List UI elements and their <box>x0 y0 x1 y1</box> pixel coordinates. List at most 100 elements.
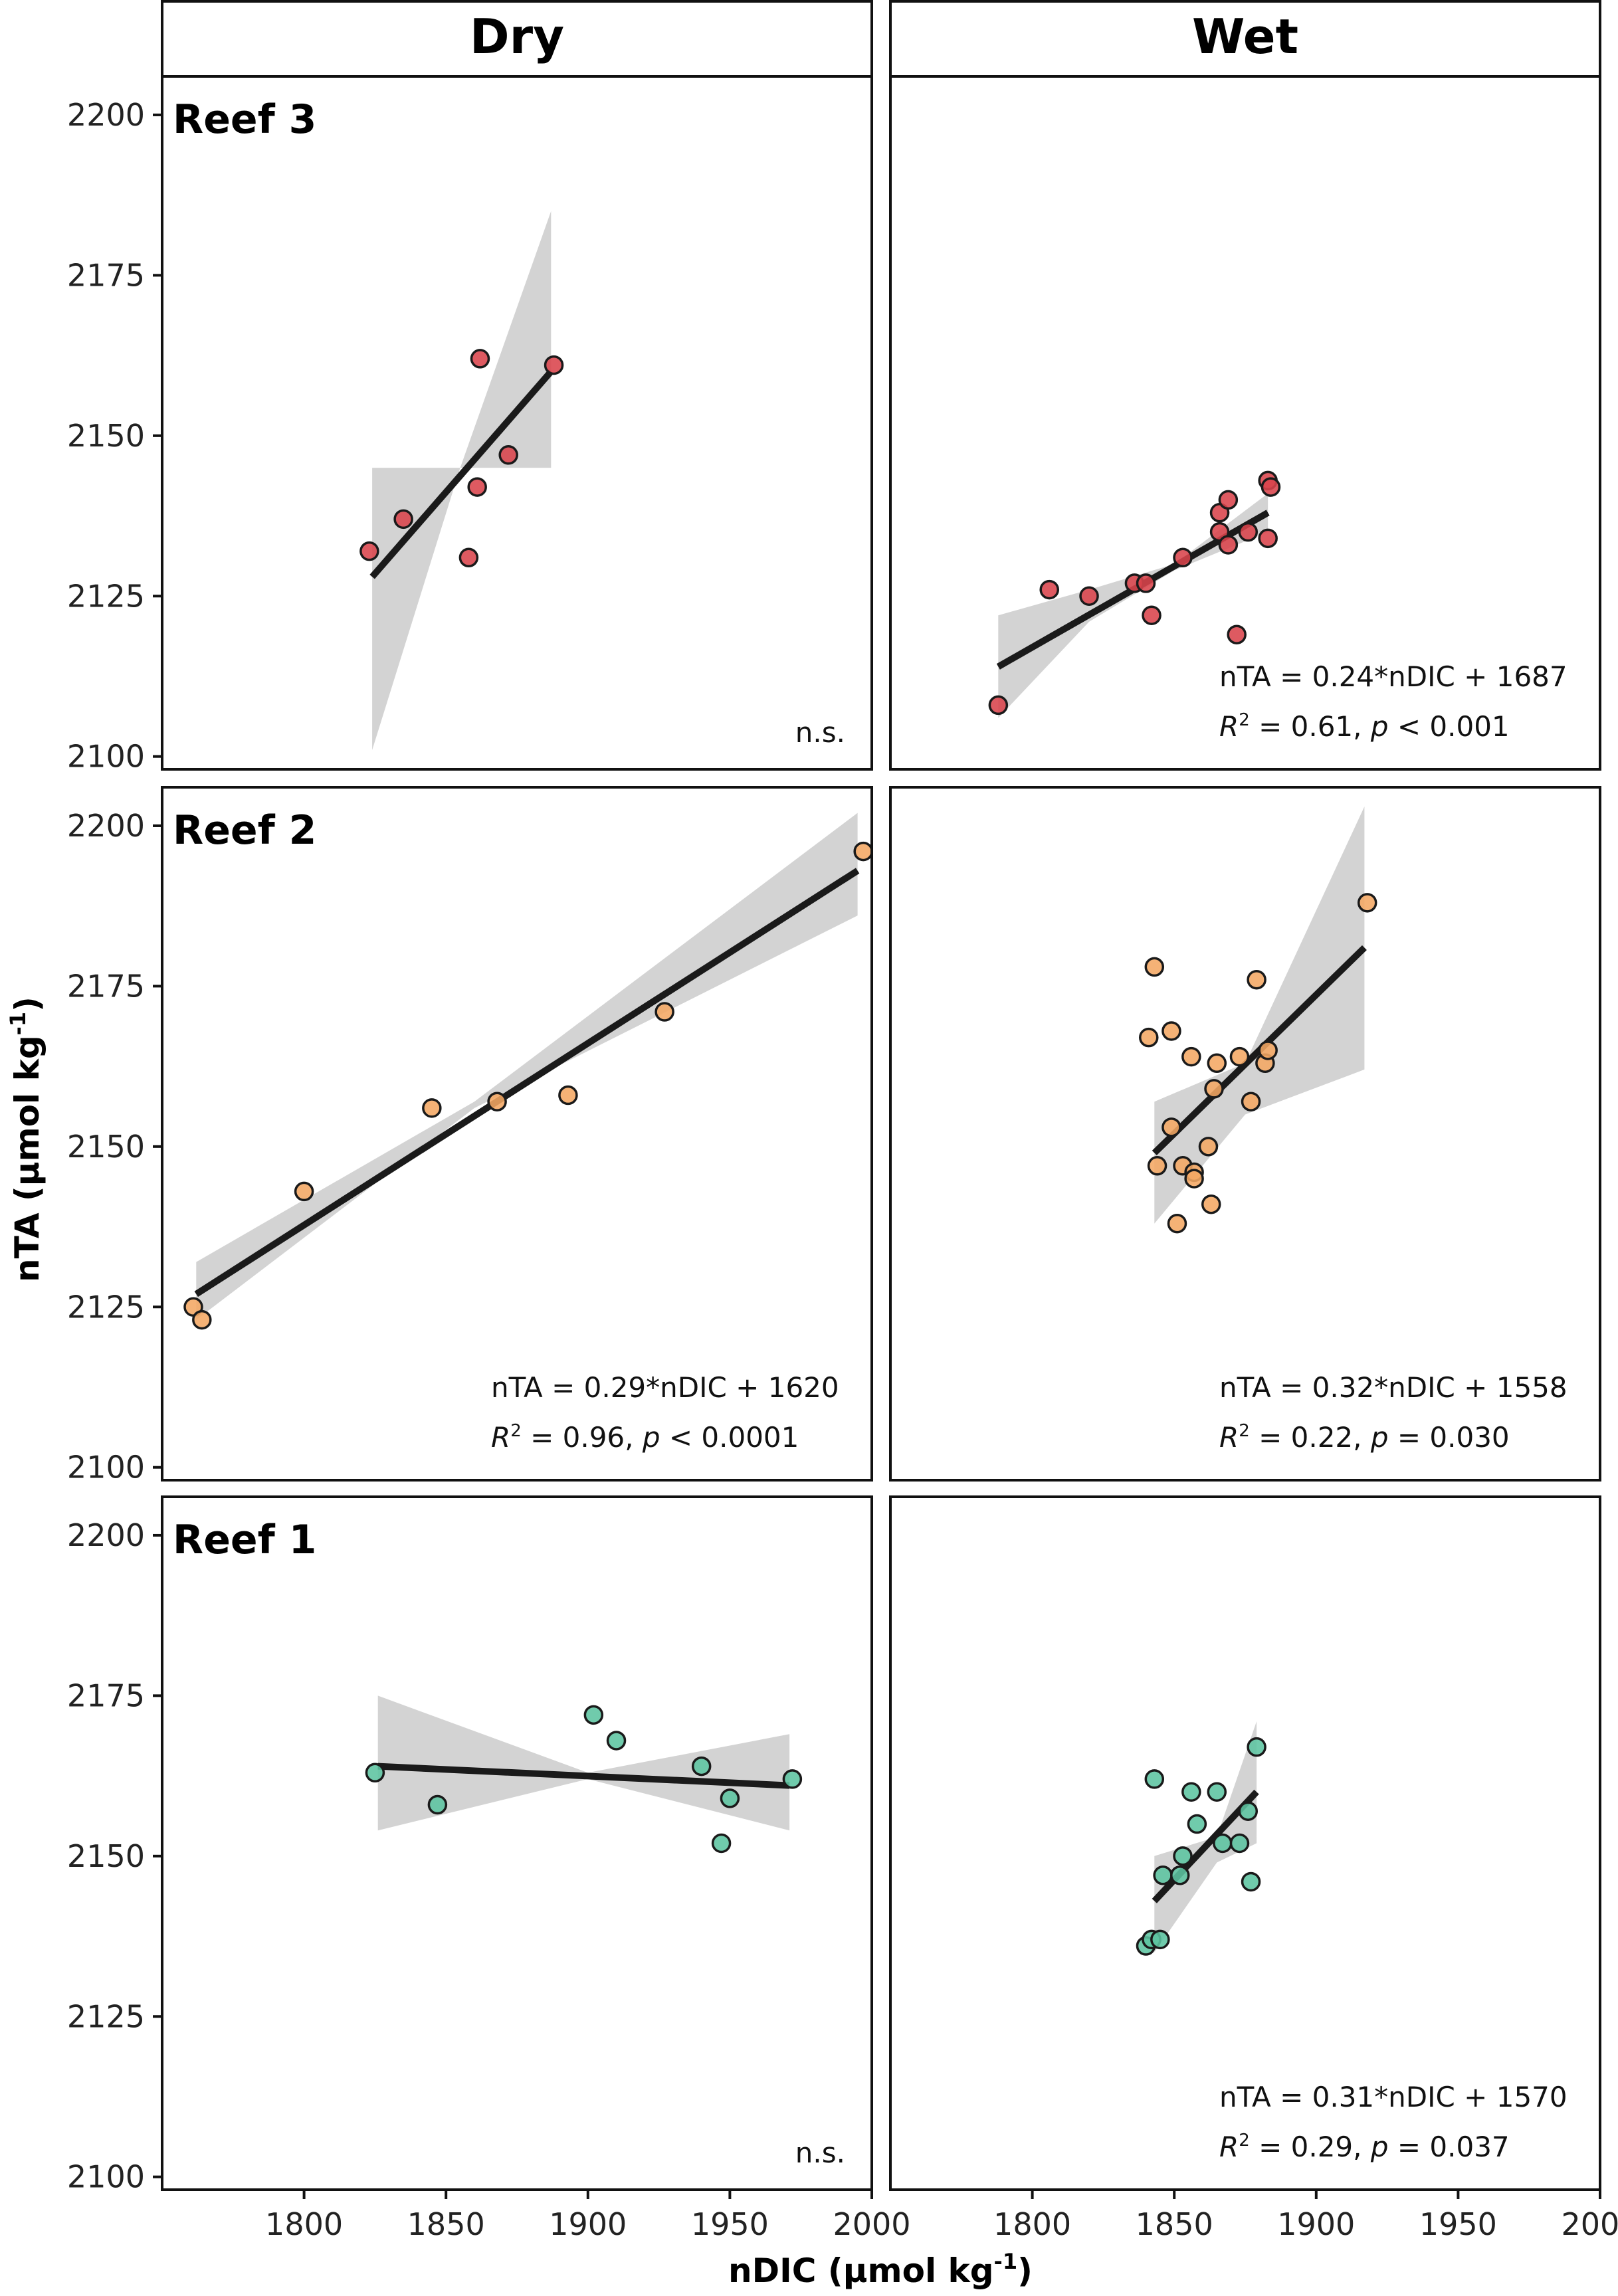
panel-reef-2-dry: Reef 2 nTA = 0.29*nDIC + 1620 R2 = 0.96, p… <box>67 786 873 1485</box>
confidence-band <box>1154 807 1365 1224</box>
panel-reef-1-wet: nTA = 0.31*nDIC + 1570 R2 = 0.29, p = 0.0… <box>889 1495 1618 2242</box>
data-point <box>1218 535 1239 555</box>
strip-label-dry: Dry <box>470 9 564 64</box>
y-tick-label: 2100 <box>67 1450 145 1485</box>
y-tick-label: 2150 <box>67 1838 145 1874</box>
data-point <box>1169 1866 1190 1885</box>
not-significant-label: n.s. <box>795 716 845 749</box>
data-point <box>1181 1046 1201 1067</box>
panel-reef-1-dry: Reef 1 n.s. 2100 2125 2150 2175 2200 1800 1850 19… <box>67 1495 911 2242</box>
data-point <box>1247 1737 1266 1757</box>
panel-reef-3-wet: nTA = 0.24*nDIC + 1687 R2 = 0.61, p < 0.0… <box>889 75 1601 771</box>
data-point <box>1227 624 1247 644</box>
data-point <box>1238 522 1259 542</box>
data-point <box>691 1756 712 1776</box>
data-point <box>1153 1866 1173 1885</box>
y-axis-title: nTA (μmol kg-1) <box>5 997 47 1282</box>
data-point <box>1187 1814 1207 1834</box>
data-point <box>1241 1092 1261 1111</box>
data-point <box>853 841 873 862</box>
data-point <box>1218 490 1239 510</box>
data-point <box>487 1092 507 1111</box>
y-tick-label: 2125 <box>67 1289 145 1325</box>
data-point <box>1204 1079 1224 1099</box>
panel-reef-2-wet: nTA = 0.32*nDIC + 1558 R2 = 0.22, p = 0.0… <box>889 786 1601 1482</box>
reef-label: Reef 3 <box>173 96 316 143</box>
y-tick-label: 2175 <box>67 257 145 293</box>
data-point <box>1258 1040 1278 1060</box>
data-point <box>1079 586 1099 606</box>
data-point <box>470 349 490 369</box>
data-point <box>1229 1046 1250 1067</box>
regression-equation: nTA = 0.29*nDIC + 1620 <box>491 1371 839 1404</box>
x-tick-label: 1850 <box>407 2206 485 2242</box>
x-tick-label: 2000 <box>1561 2206 1618 2242</box>
data-point <box>1207 1053 1227 1074</box>
data-point <box>427 1794 448 1815</box>
y-tick-label: 2200 <box>67 1517 145 1553</box>
data-point <box>294 1181 314 1202</box>
y-tick-label: 2125 <box>67 1998 145 2034</box>
x-tick-label: 1950 <box>1419 2206 1497 2242</box>
data-point <box>1150 1929 1170 1950</box>
data-point <box>422 1098 442 1118</box>
data-point <box>1139 1027 1159 1048</box>
data-point <box>720 1788 740 1808</box>
data-point <box>1247 969 1266 990</box>
regression-equation: nTA = 0.24*nDIC + 1687 <box>1219 660 1567 693</box>
regression-stats: R2 = 0.29, p = 0.037 <box>1219 2131 1510 2163</box>
data-point <box>1162 1021 1181 1041</box>
data-point <box>359 541 379 561</box>
data-point <box>1241 1871 1261 1892</box>
data-point <box>1142 605 1162 625</box>
y-tick-label: 2150 <box>67 418 145 454</box>
data-point <box>1238 1801 1259 1821</box>
y-tick-label: 2125 <box>67 578 145 614</box>
panel-reef-3-dry: Reef 3 n.s. 2100 2125 2150 2175 2200 <box>67 75 873 775</box>
strip-dry: Dry <box>161 0 873 78</box>
data-point <box>1144 1769 1165 1789</box>
regression-line <box>369 369 554 579</box>
data-point <box>1147 1156 1167 1176</box>
regression-equation: nTA = 0.32*nDIC + 1558 <box>1219 1371 1567 1404</box>
data-point <box>1173 1846 1193 1866</box>
data-point <box>365 1763 385 1783</box>
x-axis-title: nDIC (μmol kg-1) <box>728 2249 1033 2290</box>
data-point <box>1039 579 1059 600</box>
data-point <box>1213 1833 1233 1854</box>
data-point <box>458 547 479 568</box>
data-point <box>1181 1782 1201 1802</box>
data-point <box>583 1705 604 1725</box>
x-tick-label: 1900 <box>549 2206 627 2242</box>
y-tick-label: 2200 <box>67 97 145 133</box>
data-point <box>1173 547 1193 568</box>
regression-stats: R2 = 0.22, p = 0.030 <box>1219 1421 1510 1454</box>
y-tick-label: 2100 <box>67 2159 145 2195</box>
data-point <box>711 1833 732 1854</box>
not-significant-label: n.s. <box>795 2137 845 2169</box>
panel-grid: Reef 3 n.s. 2100 2125 2150 2175 2200 nTA = 0.24… <box>67 75 1618 2242</box>
data-point <box>544 355 564 375</box>
y-tick-label: 2100 <box>67 739 145 775</box>
data-point <box>1357 893 1377 913</box>
regression-line <box>377 1763 790 1789</box>
regression-equation: nTA = 0.31*nDIC + 1570 <box>1219 2081 1567 2113</box>
regression-line <box>194 868 860 1297</box>
data-point <box>1258 528 1278 549</box>
data-point <box>1136 573 1156 593</box>
data-point <box>1201 1194 1221 1214</box>
data-point <box>1198 1137 1219 1157</box>
confidence-band <box>196 813 858 1320</box>
confidence-band <box>372 211 552 750</box>
data-point <box>1261 477 1281 497</box>
panel-background <box>890 787 1600 1480</box>
data-point <box>498 445 518 465</box>
y-tick-label: 2175 <box>67 968 145 1004</box>
data-point <box>655 1002 674 1022</box>
strip-wet: Wet <box>889 0 1601 78</box>
data-point <box>1184 1169 1204 1189</box>
panel-border <box>889 75 1601 771</box>
data-point <box>988 695 1009 716</box>
y-tick-label: 2175 <box>67 1677 145 1713</box>
data-point <box>1229 1833 1250 1854</box>
